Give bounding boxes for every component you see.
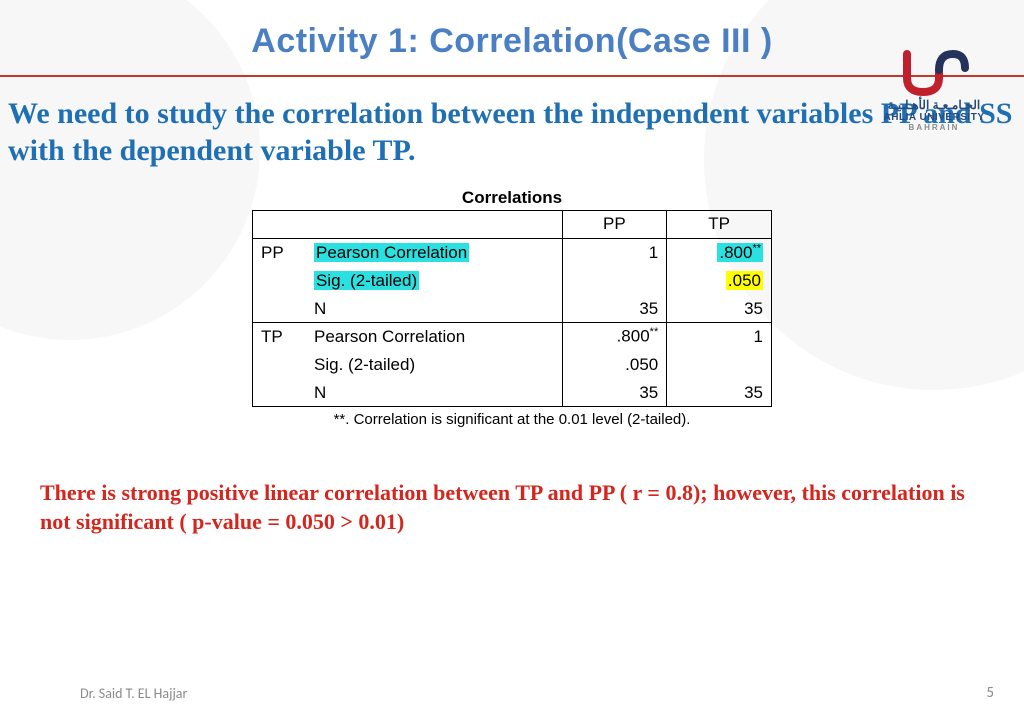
table-cell: .050 — [562, 350, 667, 378]
table-cell: 35 — [667, 378, 772, 406]
slide-container: Activity 1: Correlation(Case III ) الجـا… — [0, 0, 1024, 724]
table-head: PPTP — [253, 210, 772, 238]
table-cell: .800** — [667, 238, 772, 266]
logo-english-text: AHLIA UNIVERSITY — [864, 112, 1004, 123]
logo-arabic-text: الجـامـعـة الأهـلـيـة — [864, 98, 1004, 112]
table-cell: .800** — [562, 322, 667, 350]
table-cell: .050 — [667, 266, 772, 294]
table-stat-label: Sig. (2-tailed) — [306, 266, 562, 294]
table-cell: 1 — [562, 238, 667, 266]
table-footnote: **. Correlation is significant at the 0.… — [252, 411, 772, 428]
conclusion-text: There is strong positive linear correlat… — [40, 478, 984, 537]
correlation-table-wrap: Correlations PPTP PPPearson Correlation1… — [252, 188, 772, 428]
table-row-variable: TP — [253, 322, 307, 406]
table-column-header: TP — [667, 210, 772, 238]
page-number: 5 — [986, 684, 994, 702]
table-row-variable: PP — [253, 238, 307, 322]
table-body: PPPearson Correlation1.800**Sig. (2-tail… — [253, 238, 772, 406]
table-header-blank — [253, 210, 563, 238]
author-footer: Dr. Said T. EL Hajjar — [80, 685, 187, 702]
correlation-table: PPTP PPPearson Correlation1.800**Sig. (2… — [252, 210, 772, 407]
university-logo: الجـامـعـة الأهـلـيـة AHLIA UNIVERSITY B… — [864, 50, 1004, 132]
logo-mark-icon — [899, 50, 969, 96]
logo-sub-text: BAHRAIN — [864, 123, 1004, 132]
table-stat-label: Sig. (2-tailed) — [306, 350, 562, 378]
table-cell — [562, 266, 667, 294]
table-stat-label: Pearson Correlation — [306, 322, 562, 350]
table-cell: 35 — [562, 378, 667, 406]
table-column-header: PP — [562, 210, 667, 238]
table-caption: Correlations — [252, 188, 772, 208]
table-cell: 35 — [562, 294, 667, 322]
table-stat-label: Pearson Correlation — [306, 238, 562, 266]
table-stat-label: N — [306, 294, 562, 322]
table-cell: 35 — [667, 294, 772, 322]
table-cell — [667, 350, 772, 378]
table-cell: 1 — [667, 322, 772, 350]
table-stat-label: N — [306, 378, 562, 406]
